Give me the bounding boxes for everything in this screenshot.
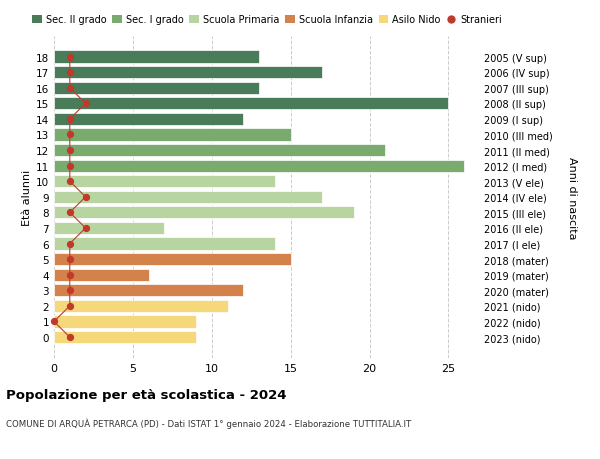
Point bbox=[49, 318, 59, 325]
Y-axis label: Età alunni: Età alunni bbox=[22, 169, 32, 225]
Text: COMUNE DI ARQUÀ PETRARCA (PD) - Dati ISTAT 1° gennaio 2024 - Elaborazione TUTTIT: COMUNE DI ARQUÀ PETRARCA (PD) - Dati IST… bbox=[6, 418, 411, 428]
Point bbox=[65, 131, 74, 139]
Bar bbox=[54, 145, 385, 157]
Legend: Sec. II grado, Sec. I grado, Scuola Primaria, Scuola Infanzia, Asilo Nido, Stran: Sec. II grado, Sec. I grado, Scuola Prim… bbox=[32, 16, 502, 25]
Bar bbox=[54, 269, 149, 281]
Point bbox=[65, 116, 74, 123]
Point bbox=[65, 302, 74, 310]
Bar bbox=[54, 253, 290, 266]
Point bbox=[65, 256, 74, 263]
Text: Popolazione per età scolastica - 2024: Popolazione per età scolastica - 2024 bbox=[6, 388, 287, 401]
Bar bbox=[54, 223, 164, 235]
Bar bbox=[54, 285, 244, 297]
Bar bbox=[54, 67, 322, 79]
Point bbox=[65, 287, 74, 294]
Point bbox=[81, 101, 91, 108]
Point bbox=[81, 194, 91, 201]
Point bbox=[65, 85, 74, 92]
Point bbox=[65, 54, 74, 61]
Bar bbox=[54, 160, 464, 172]
Bar bbox=[54, 129, 290, 141]
Bar bbox=[54, 83, 259, 95]
Bar bbox=[54, 238, 275, 250]
Point bbox=[65, 147, 74, 154]
Point bbox=[65, 209, 74, 217]
Bar bbox=[54, 51, 259, 63]
Point bbox=[65, 162, 74, 170]
Point bbox=[65, 69, 74, 77]
Bar bbox=[54, 176, 275, 188]
Point bbox=[65, 334, 74, 341]
Bar bbox=[54, 191, 322, 203]
Y-axis label: Anni di nascita: Anni di nascita bbox=[567, 156, 577, 239]
Bar bbox=[54, 207, 354, 219]
Point bbox=[65, 178, 74, 185]
Point bbox=[65, 241, 74, 248]
Bar bbox=[54, 331, 196, 343]
Point bbox=[65, 271, 74, 279]
Bar bbox=[54, 300, 227, 312]
Bar bbox=[54, 316, 196, 328]
Bar bbox=[54, 113, 244, 126]
Point bbox=[81, 225, 91, 232]
Bar bbox=[54, 98, 448, 110]
